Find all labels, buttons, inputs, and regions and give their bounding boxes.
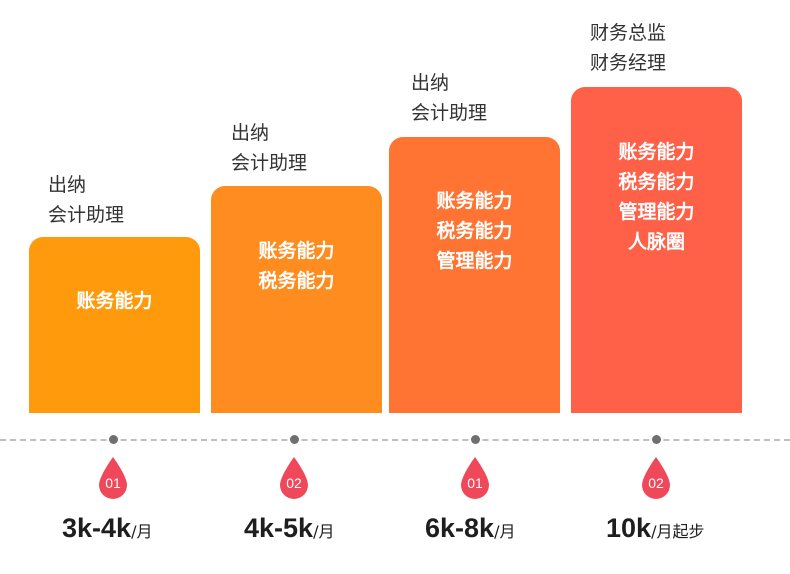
drop-icon bbox=[280, 457, 308, 499]
level-2-skill-1: 账务能力 bbox=[258, 240, 335, 262]
drop-icon bbox=[642, 457, 670, 499]
level-4-skill-2: 税务能力 bbox=[618, 171, 695, 193]
level-3-roles: 出纳 会计助理 bbox=[411, 68, 487, 128]
level-1-badge: 01 bbox=[97, 456, 129, 500]
level-1-bar: 账务能力 bbox=[29, 237, 200, 413]
level-2-skill-2: 税务能力 bbox=[258, 270, 335, 292]
level-3-salary: 6k-8k/月 bbox=[425, 510, 515, 546]
level-3-role-2: 会计助理 bbox=[411, 102, 488, 124]
level-1-salary: 3k-4k/月 bbox=[62, 510, 152, 546]
drop-icon bbox=[461, 457, 489, 499]
level-2-badge: 02 bbox=[278, 456, 310, 500]
level-2-salary-range: 4k-5k bbox=[244, 513, 314, 543]
level-4-salary-unit: /月起步 bbox=[651, 522, 705, 541]
level-4-skill-1: 账务能力 bbox=[618, 141, 695, 163]
level-4-roles: 财务总监 财务经理 bbox=[590, 18, 666, 78]
level-4-bar: 账务能力 税务能力 管理能力 人脉圈 bbox=[571, 87, 742, 413]
level-3-salary-range: 6k-8k bbox=[425, 513, 495, 543]
level-2-skills: 账务能力 税务能力 bbox=[211, 236, 382, 296]
level-3-skills: 账务能力 税务能力 管理能力 bbox=[389, 186, 560, 276]
timeline-axis bbox=[0, 439, 790, 441]
level-1-salary-unit: /月 bbox=[131, 522, 153, 541]
level-3-role-1: 出纳 bbox=[411, 72, 450, 94]
level-1-skills: 账务能力 bbox=[29, 286, 200, 316]
level-3-salary-unit: /月 bbox=[494, 522, 516, 541]
level-1-salary-range: 3k-4k bbox=[62, 513, 132, 543]
level-1-axis-dot bbox=[109, 435, 118, 444]
level-1-badge-label: 01 bbox=[105, 475, 121, 491]
level-3-skill-3: 管理能力 bbox=[436, 250, 513, 272]
level-3-skill-2: 税务能力 bbox=[436, 220, 513, 242]
level-2-role-2: 会计助理 bbox=[231, 152, 308, 174]
level-2-role-1: 出纳 bbox=[231, 122, 270, 144]
level-4-role-1: 财务总监 bbox=[590, 22, 667, 44]
level-3-bar: 账务能力 税务能力 管理能力 bbox=[389, 137, 560, 413]
level-2-salary: 4k-5k/月 bbox=[244, 510, 334, 546]
level-3-badge: 01 bbox=[459, 456, 491, 500]
level-4-skill-4: 人脉圈 bbox=[627, 231, 685, 253]
level-2-bar: 账务能力 税务能力 bbox=[211, 186, 382, 413]
level-2-salary-unit: /月 bbox=[313, 522, 335, 541]
level-4-role-2: 财务经理 bbox=[590, 52, 667, 74]
level-1-roles: 出纳 会计助理 bbox=[48, 170, 124, 230]
level-1-skill-1: 账务能力 bbox=[76, 290, 153, 312]
level-4-salary-range: 10k bbox=[606, 513, 652, 543]
level-4-badge: 02 bbox=[640, 456, 672, 500]
level-2-badge-label: 02 bbox=[286, 475, 302, 491]
level-1-role-2: 会计助理 bbox=[48, 204, 125, 226]
level-4-skills: 账务能力 税务能力 管理能力 人脉圈 bbox=[571, 137, 742, 257]
drop-icon bbox=[99, 457, 127, 499]
level-3-badge-label: 01 bbox=[467, 475, 483, 491]
level-4-badge-label: 02 bbox=[648, 475, 664, 491]
level-3-axis-dot bbox=[471, 435, 480, 444]
level-2-roles: 出纳 会计助理 bbox=[231, 118, 307, 178]
level-4-skill-3: 管理能力 bbox=[618, 201, 695, 223]
level-2-axis-dot bbox=[290, 435, 299, 444]
level-4-axis-dot bbox=[652, 435, 661, 444]
level-1-role-1: 出纳 bbox=[48, 174, 87, 196]
level-3-skill-1: 账务能力 bbox=[436, 190, 513, 212]
level-4-salary: 10k/月起步 bbox=[606, 510, 704, 546]
